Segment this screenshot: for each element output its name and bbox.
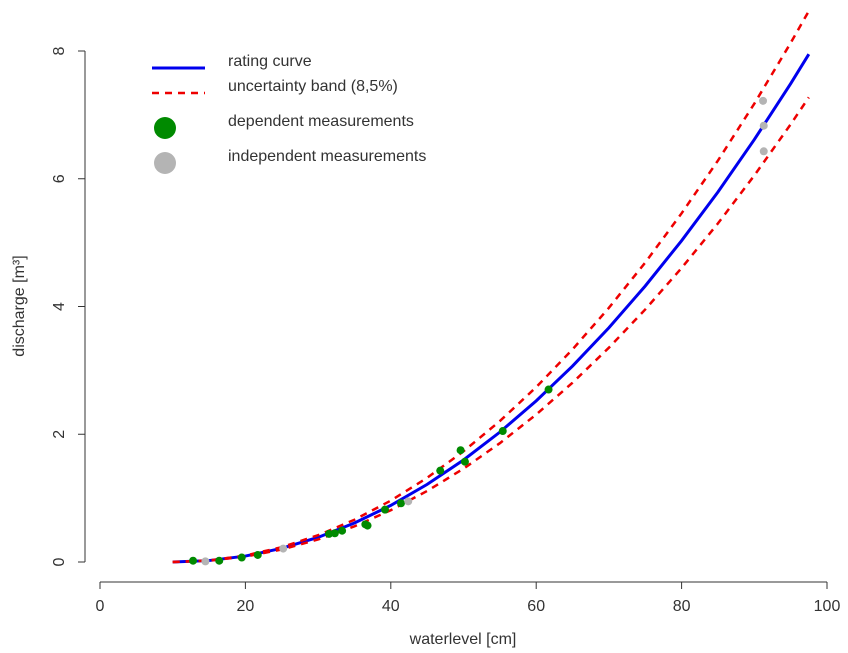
point xyxy=(237,553,246,562)
x-tick-label: 60 xyxy=(527,598,545,615)
legend-swatch xyxy=(154,152,176,174)
point xyxy=(460,457,469,466)
point xyxy=(404,497,413,506)
legend-label: independent measurements xyxy=(228,148,426,165)
y-tick-label: 8 xyxy=(51,46,68,55)
x-tick-label: 80 xyxy=(673,598,691,615)
series-line xyxy=(172,53,811,564)
series-line xyxy=(172,96,810,564)
legend-label: dependent measurements xyxy=(228,113,414,130)
point xyxy=(201,557,210,566)
point xyxy=(215,556,224,565)
point xyxy=(189,556,198,565)
legend-swatch xyxy=(154,117,176,139)
point xyxy=(396,499,405,508)
point xyxy=(759,147,768,156)
point xyxy=(380,505,389,514)
point xyxy=(759,96,768,105)
y-tick-label: 4 xyxy=(51,302,68,311)
point xyxy=(325,529,334,538)
point xyxy=(363,521,372,530)
y-tick-label: 0 xyxy=(51,557,68,566)
x-axis-label: waterlevel [cm] xyxy=(409,631,517,648)
point xyxy=(436,466,445,475)
point xyxy=(338,526,347,535)
legend-label: rating curve xyxy=(228,53,312,70)
point xyxy=(279,544,288,553)
point xyxy=(759,121,768,130)
legend-label: uncertainty band (8,5%) xyxy=(228,78,398,95)
x-tick-label: 20 xyxy=(237,598,255,615)
point xyxy=(330,529,339,538)
point xyxy=(253,550,262,559)
y-axis-label: discharge [m³] xyxy=(11,255,28,356)
point xyxy=(498,427,507,436)
point xyxy=(544,385,553,394)
x-tick-label: 100 xyxy=(814,598,841,615)
y-tick-label: 6 xyxy=(51,174,68,183)
point xyxy=(456,446,465,455)
y-tick-label: 2 xyxy=(51,430,68,439)
x-tick-label: 40 xyxy=(382,598,400,615)
x-tick-label: 0 xyxy=(96,598,105,615)
